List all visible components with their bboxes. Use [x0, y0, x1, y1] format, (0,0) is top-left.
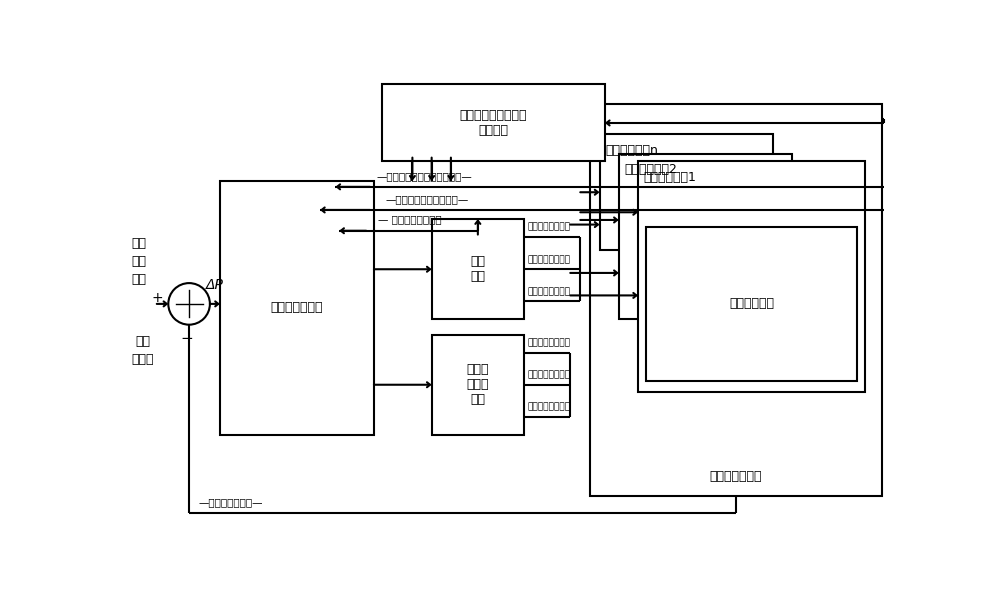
Bar [432, 335, 524, 435]
Bar [638, 162, 865, 392]
Text: 期望
输出
功率: 期望 输出 功率 [131, 237, 146, 286]
Text: 风机遥控启停信号: 风机遥控启停信号 [528, 338, 571, 347]
Bar [220, 181, 374, 435]
Text: 风机遥控启停信号: 风机遥控启停信号 [528, 370, 571, 379]
Text: —机组并网开关使用累计信息—: —机组并网开关使用累计信息— [376, 171, 472, 181]
Text: 风力发电机组1: 风力发电机组1 [643, 171, 696, 184]
Text: 机组启
停控制
模块: 机组启 停控制 模块 [467, 363, 489, 406]
Text: —机组变桨使用累计信息—: —机组变桨使用累计信息— [385, 194, 469, 204]
Text: 机组有功遥调信号: 机组有功遥调信号 [528, 255, 571, 264]
Text: +: + [151, 291, 163, 305]
Bar [600, 135, 773, 250]
Text: 风电场机组集群: 风电场机组集群 [710, 469, 762, 483]
Bar [382, 84, 605, 162]
Bar [432, 219, 524, 319]
Text: 机组有功遥调信号: 机组有功遥调信号 [528, 223, 571, 232]
Text: 风机遥控启停信号: 风机遥控启停信号 [528, 403, 571, 411]
Bar [646, 227, 857, 381]
Text: 测量
功率值: 测量 功率值 [131, 335, 154, 365]
Text: −: − [181, 331, 193, 346]
Text: 有功功率控制器: 有功功率控制器 [271, 301, 323, 314]
Text: 机组主控系统: 机组主控系统 [729, 297, 774, 310]
Text: 机组遥测，遥信数据
采集单元: 机组遥测，遥信数据 采集单元 [460, 109, 527, 137]
Text: 风力发电机组2: 风力发电机组2 [624, 163, 677, 176]
Text: 机组有功遥调信号: 机组有功遥调信号 [528, 287, 571, 296]
Bar [619, 154, 792, 319]
Text: ΔP: ΔP [206, 278, 224, 292]
Text: —功率测量值反馈—: —功率测量值反馈— [198, 497, 263, 507]
Text: — 机组电价差异信息: — 机组电价差异信息 [378, 215, 441, 225]
Text: 风力发电机组n: 风力发电机组n [605, 144, 658, 157]
Text: 分配
模块: 分配 模块 [470, 255, 485, 283]
Bar [590, 104, 882, 496]
